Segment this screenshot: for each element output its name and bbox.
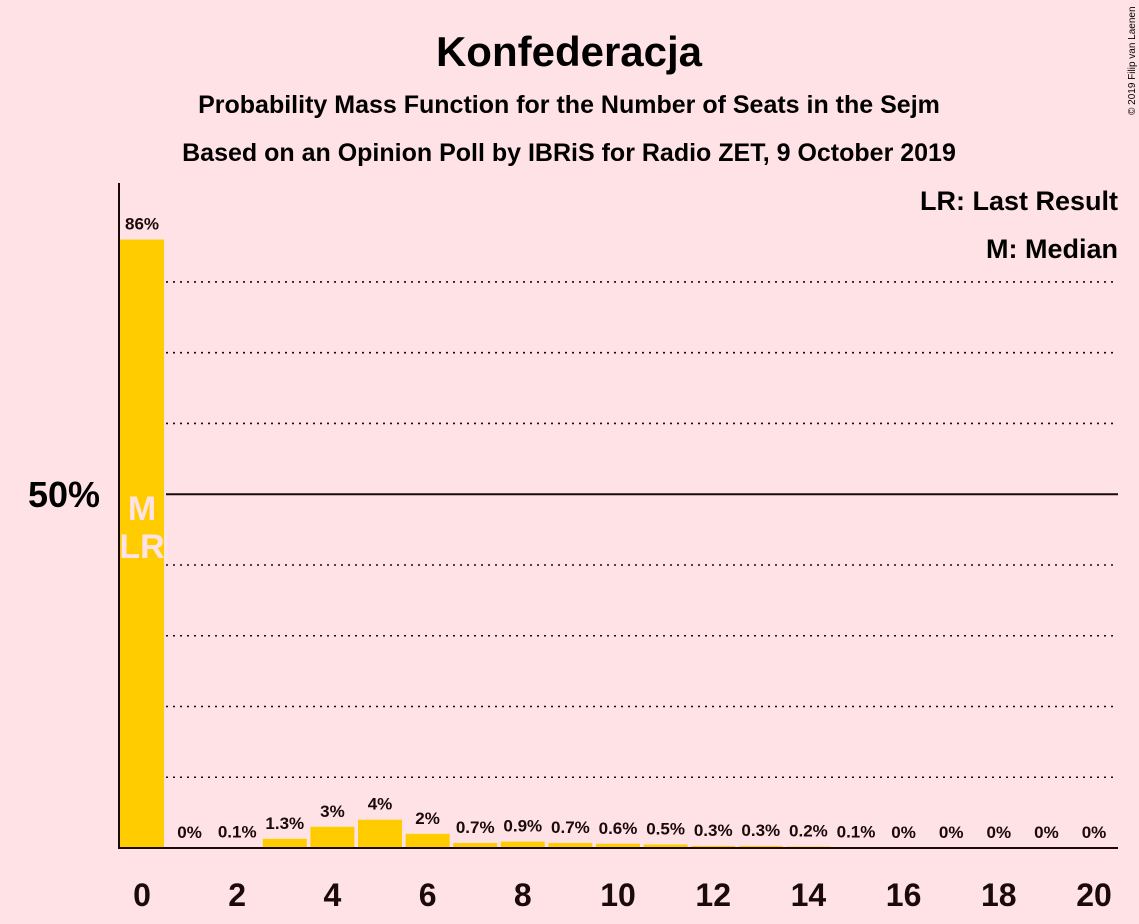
legend-median: M: Median: [986, 234, 1118, 264]
bar-seat-10: [596, 843, 640, 848]
data-label-seat-17: 0%: [939, 823, 964, 842]
x-tick-label-6: 6: [419, 877, 437, 913]
data-label-seat-16: 0%: [891, 823, 916, 842]
y-tick-label-50: 50%: [28, 474, 100, 515]
data-label-seat-19: 0%: [1034, 823, 1059, 842]
bar-seat-3: [262, 838, 307, 848]
data-label-seat-11: 0.5%: [646, 819, 685, 838]
data-label-seat-10: 0.6%: [599, 819, 638, 838]
median-marker: M: [128, 490, 156, 528]
x-tick-label-14: 14: [791, 877, 827, 913]
data-label-seat-5: 4%: [368, 795, 393, 814]
data-label-seat-6: 2%: [415, 809, 440, 828]
x-tick-label-10: 10: [600, 877, 636, 913]
bar-seat-11: [643, 844, 688, 848]
data-label-seat-13: 0.3%: [741, 821, 780, 840]
chart-subtitle-line-1: Probability Mass Function for the Number…: [198, 91, 940, 119]
data-label-seat-12: 0.3%: [694, 821, 733, 840]
bar-seat-0: [120, 239, 164, 849]
legend-last-result: LR: Last Result: [920, 186, 1118, 216]
bar-seat-5: [358, 819, 402, 848]
bar-seat-4: [310, 826, 355, 848]
data-label-seat-14: 0.2%: [789, 822, 828, 841]
data-label-seat-20: 0%: [1082, 823, 1107, 842]
bar-seat-8: [500, 841, 545, 848]
bar-seat-12: [691, 845, 736, 848]
data-label-seat-9: 0.7%: [551, 818, 590, 837]
data-label-seat-2: 0.1%: [218, 822, 257, 841]
data-label-seat-18: 0%: [987, 823, 1012, 842]
data-label-seat-3: 1.3%: [265, 814, 304, 833]
copyright-note: © 2019 Filip van Laenen: [1127, 6, 1138, 115]
x-tick-label-16: 16: [886, 877, 922, 913]
x-tick-label-18: 18: [981, 877, 1017, 913]
data-label-seat-7: 0.7%: [456, 818, 495, 837]
x-tick-label-2: 2: [228, 877, 246, 913]
chart-title: Konfederacja: [436, 28, 703, 75]
x-tick-label-0: 0: [133, 877, 151, 913]
data-label-seat-15: 0.1%: [837, 822, 876, 841]
data-label-seat-4: 3%: [320, 802, 345, 821]
bar-markers: MLR: [119, 490, 164, 566]
bars: [120, 239, 878, 849]
x-tick-labels: 0 2 4 6 8 10 12 14 16 18 20: [133, 877, 1112, 913]
bar-seat-7: [453, 843, 498, 848]
gridlines: [166, 281, 1118, 779]
data-label-seat-1: 0%: [177, 823, 202, 842]
data-labels: 86% 0% 0.1% 1.3% 3% 4% 2% 0.7% 0.9% 0.7% 0.6% 0.5% 0…: [125, 215, 1106, 842]
data-label-seat-0: 86%: [125, 215, 159, 234]
last-result-marker: LR: [119, 528, 164, 566]
x-tick-label-20: 20: [1076, 877, 1112, 913]
bar-seat-13: [738, 845, 783, 848]
x-tick-label-12: 12: [695, 877, 731, 913]
data-label-seat-8: 0.9%: [503, 817, 542, 836]
bar-seat-9: [548, 843, 593, 848]
x-tick-label-8: 8: [514, 877, 532, 913]
bar-seat-6: [405, 833, 450, 848]
chart-subtitle-line-2: Based on an Opinion Poll by IBRiS for Ra…: [182, 139, 956, 167]
x-tick-label-4: 4: [324, 877, 342, 913]
